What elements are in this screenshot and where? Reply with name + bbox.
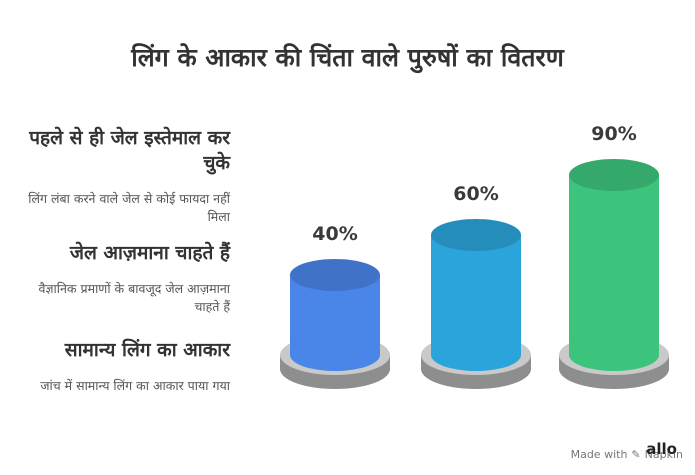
item-want-gel: जेल आज़माना चाहते हैं वैज्ञानिक प्रमाणों… [10,241,230,316]
item-title: पहले से ही जेल इस्तेमाल कर चुके [29,127,230,174]
made-with-text: Made with [570,448,628,461]
value-label-1: 40% [312,223,357,245]
value-label-2: 60% [453,183,498,205]
bar-top-3 [569,159,659,191]
item-used-gel: पहले से ही जेल इस्तेमाल कर चुके लिंग लंब… [10,126,230,226]
item-desc: वैज्ञानिक प्रमाणों के बावजूद जेल आज़माना… [38,281,230,314]
item-title: जेल आज़माना चाहते हैं [69,242,230,264]
bar-3 [569,175,659,371]
bar-1 [290,275,380,371]
bar-top-1 [290,259,380,291]
footer: Made with ✎ Napkin [571,448,683,461]
item-desc: जांच में सामान्य लिंग का आकार पाया गया [40,378,230,393]
item-title: सामान्य लिंग का आकार [64,339,230,361]
allo-logo: allo [646,440,677,458]
napkin-logo-icon: ✎ [631,448,641,461]
bar-top-2 [431,219,521,251]
brand-text: Napkin [644,448,683,461]
item-desc: लिंग लंबा करने वाले जेल से कोई फायदा नही… [28,191,230,224]
chart-title: लिंग के आकार की चिंता वाले पुरुषों का वि… [131,43,564,72]
value-label-3: 90% [591,123,636,145]
item-normal-size: सामान्य लिंग का आकार जांच में सामान्य लि… [10,338,230,395]
bar-2 [431,235,521,371]
